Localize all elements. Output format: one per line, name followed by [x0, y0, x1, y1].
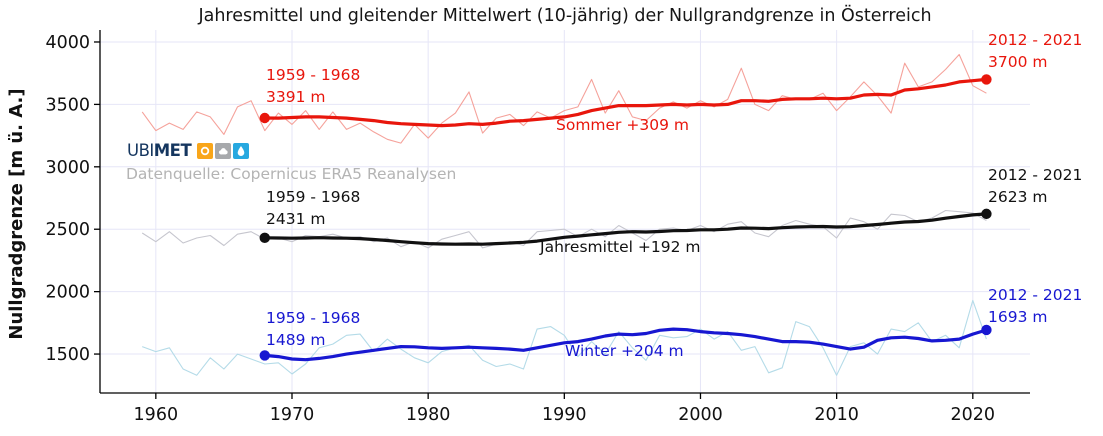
sommer-end-value: 3700 m [988, 53, 1048, 71]
winter-start-value: 1489 m [266, 331, 326, 349]
logo-sun-icon [197, 142, 214, 159]
svg-text:1960: 1960 [134, 405, 179, 425]
jahresmittel-start-value: 2431 m [266, 210, 326, 228]
winter-start-period: 1959 - 1968 [266, 309, 361, 327]
svg-text:2000: 2000 [678, 405, 723, 425]
jahresmittel-trend-label: Jahresmittel +192 m [540, 238, 701, 256]
data-source-note: Datenquelle: Copernicus ERA5 Reanalysen [126, 165, 457, 183]
svg-text:3500: 3500 [45, 95, 90, 115]
chart-title: Jahresmittel und gleitender Mittelwert (… [198, 6, 932, 26]
logo-cloud-icon [215, 142, 232, 159]
svg-text:2000: 2000 [45, 283, 90, 303]
winter-end-period: 2012 - 2021 [988, 286, 1083, 304]
svg-text:1980: 1980 [406, 405, 451, 425]
svg-text:3000: 3000 [45, 158, 90, 178]
sommer-end-period: 2012 - 2021 [988, 31, 1083, 49]
jahresmittel-end-annotation: 2012 - 2021 2623 m [988, 164, 1082, 208]
winter-trend-label: Winter +204 m [565, 342, 684, 360]
logo-text-ubi: UBI [127, 141, 154, 160]
jahresmittel-start-period: 1959 - 1968 [266, 188, 361, 206]
jahresmittel-end-value: 2623 m [988, 188, 1048, 206]
svg-text:1500: 1500 [45, 345, 90, 365]
sommer-start-value: 3391 m [266, 88, 326, 106]
y-axis-label: Nullgradgrenze [m ü. A.] [6, 88, 27, 340]
winter-end-annotation: 2012 - 2021 1693 m [988, 284, 1082, 328]
logo-drop-icon [233, 142, 250, 159]
svg-text:2020: 2020 [951, 405, 996, 425]
jahresmittel-end-period: 2012 - 2021 [988, 166, 1083, 184]
sommer-trend-label: Sommer +309 m [556, 116, 689, 134]
jahresmittel-start-annotation: 1959 - 1968 2431 m [266, 186, 360, 230]
svg-text:2010: 2010 [814, 405, 859, 425]
svg-text:1990: 1990 [542, 405, 587, 425]
svg-text:4000: 4000 [45, 33, 90, 53]
winter-end-value: 1693 m [988, 308, 1048, 326]
winter-start-annotation: 1959 - 1968 1489 m [266, 307, 360, 351]
svg-text:1970: 1970 [270, 405, 315, 425]
ubimet-logo: UBI MET [127, 141, 250, 160]
sommer-start-annotation: 1959 - 1968 3391 m [266, 64, 360, 108]
svg-text:2500: 2500 [45, 220, 90, 240]
sommer-start-period: 1959 - 1968 [266, 66, 361, 84]
sommer-end-annotation: 2012 - 2021 3700 m [988, 29, 1082, 73]
logo-text-met: MET [153, 141, 192, 160]
